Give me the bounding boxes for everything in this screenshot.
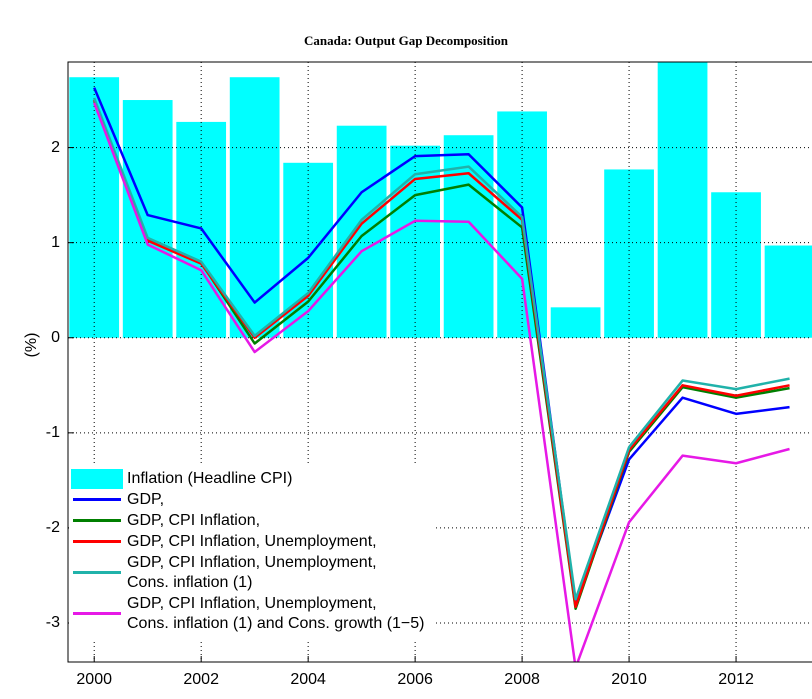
bar (336, 125, 387, 338)
x-tick-label: 2010 (611, 671, 647, 688)
legend-label: GDP, CPI Inflation, Unemployment, Cons. … (127, 554, 377, 591)
y-axis-label: (%) (23, 333, 40, 358)
y-tick-label: 2 (51, 139, 60, 156)
bar (711, 192, 761, 338)
x-tick-label: 2006 (397, 671, 433, 688)
x-tick-label: 2008 (504, 671, 540, 688)
line-series (93, 87, 790, 606)
legend-label: GDP, CPI Inflation, (127, 512, 261, 529)
y-tick-label: -1 (46, 424, 60, 441)
legend-label: GDP, CPI Inflation, Unemployment, (127, 533, 377, 550)
legend-entry: GDP, (71, 490, 424, 510)
legend-swatch (71, 469, 123, 489)
axes-frame (67, 61, 812, 663)
legend: Inflation (Headline CPI) GDP, GDP, CPI Inf… (69, 466, 435, 639)
y-tick-label: 0 (51, 329, 60, 346)
legend-entry: GDP, CPI Inflation, Unemployment, Cons. … (71, 553, 424, 593)
x-tick-label: 2000 (76, 671, 112, 688)
legend-swatch (71, 604, 123, 624)
legend-entry: Inflation (Headline CPI) (71, 469, 424, 489)
legend-swatch (71, 511, 123, 531)
line-series (93, 102, 790, 662)
bar (604, 169, 654, 338)
legend-entry: GDP, CPI Inflation, Unemployment, Cons. … (71, 594, 424, 634)
bar (229, 77, 280, 338)
y-tick-label: -3 (46, 614, 60, 631)
y-tick-label: -2 (46, 519, 60, 536)
legend-swatch (71, 532, 123, 552)
lines (93, 87, 790, 662)
legend-entry: GDP, CPI Inflation, (71, 511, 424, 531)
legend-label: GDP, CPI Inflation, Unemployment, Cons. … (127, 595, 425, 632)
bar (550, 307, 601, 338)
legend-entry: GDP, CPI Inflation, Unemployment, (71, 532, 424, 552)
y-tick-label: 1 (51, 234, 60, 251)
line-series (93, 97, 790, 601)
x-tick-label: 2012 (718, 671, 754, 688)
legend-label: GDP, (127, 491, 165, 508)
x-tick-label: 2004 (290, 671, 326, 688)
legend-label: Inflation (Headline CPI) (127, 470, 293, 487)
bar (764, 245, 812, 338)
plot-area (69, 62, 812, 338)
bar (657, 62, 708, 338)
legend-swatch (71, 490, 123, 510)
chart-title: Canada: Output Gap Decomposition (304, 33, 509, 48)
x-tick-label: 2002 (183, 671, 219, 688)
legend-swatch (71, 563, 123, 583)
